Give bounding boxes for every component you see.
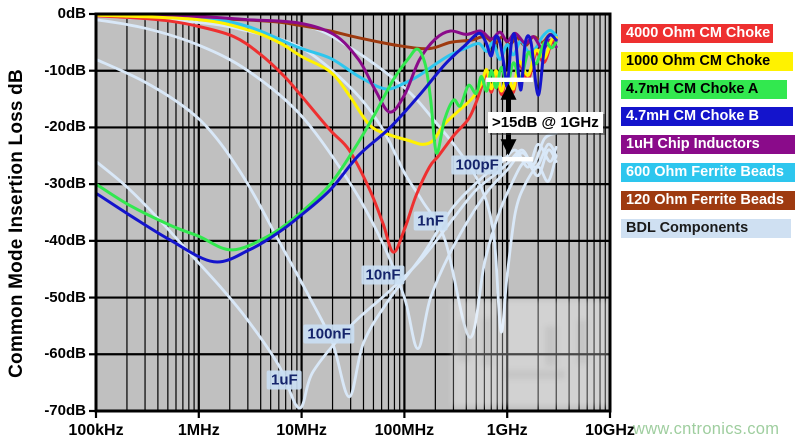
y-tick-label: -40dB <box>44 231 86 249</box>
x-tick-label: 10GHz <box>585 422 635 439</box>
x-tick-label: 10MHz <box>276 422 327 439</box>
legend-item-4-7mh-cm-choke-b: 4.7mH CM Choke B <box>621 107 793 127</box>
y-tick-label: -50dB <box>44 288 86 306</box>
x-tick-label: 100kHz <box>68 422 124 439</box>
y-tick-label: 0dB <box>57 5 86 22</box>
legend-item-4000-ohm-cm-choke: 4000 Ohm CM Choke <box>621 24 773 43</box>
legend-item-1uh-chip-inductors: 1uH Chip Inductors <box>621 135 795 155</box>
y-tick-label: -10dB <box>44 61 86 79</box>
legend-item-1000-ohm-cm-choke: 1000 Ohm CM Choke <box>621 51 793 71</box>
legend-item-120-ohm-ferrite-beads: 120 Ohm Ferrite Beads <box>621 190 795 210</box>
legend-item-4-7mh-cm-choke-a: 4.7mH CM Choke A <box>621 79 787 99</box>
cap-label-100pf: 100pF <box>451 155 503 175</box>
watermark: www.cntronics.com <box>633 420 780 438</box>
x-tick-label: 100MHz <box>374 422 435 439</box>
cap-label-1nf: 1nF <box>413 211 448 231</box>
y-tick-label: -70dB <box>44 402 86 419</box>
cap-label-100nf: 100nF <box>303 324 355 344</box>
cap-label-1uf: 1uF <box>267 370 302 390</box>
cap-label-10nf: 10nF <box>361 265 405 285</box>
x-tick-label: 1MHz <box>177 422 220 439</box>
x-tick-label: 1GHz <box>486 422 528 439</box>
delta-annotation: >15dB @ 1GHz <box>487 111 603 133</box>
y-tick-label: -20dB <box>44 118 86 136</box>
y-tick-label: -60dB <box>44 345 86 363</box>
legend-item-bdl-components: BDL Components <box>621 219 791 238</box>
y-tick-label: -30dB <box>44 175 86 193</box>
legend-item-600-ohm-ferrite-beads: 600 Ohm Ferrite Beads <box>621 163 795 182</box>
